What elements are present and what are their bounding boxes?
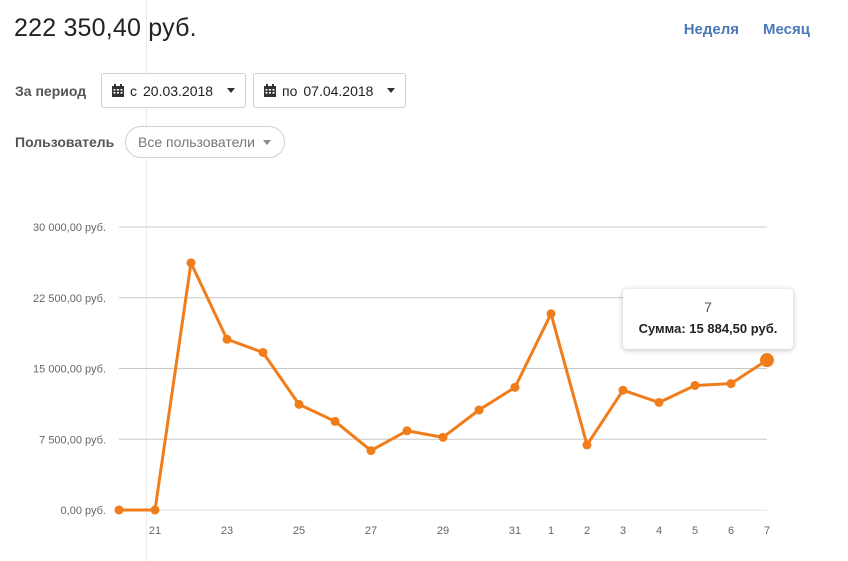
data-point[interactable] — [726, 379, 736, 389]
user-select-value: Все пользователи — [138, 134, 255, 150]
y-tick-label: 30 000,00 руб. — [33, 222, 106, 234]
from-date-value: 20.03.2018 — [143, 82, 214, 99]
y-tick-label: 0,00 руб. — [61, 505, 106, 517]
calendar-icon — [112, 84, 124, 97]
period-label: За период — [15, 83, 87, 99]
data-point[interactable] — [222, 334, 232, 344]
x-tick-label: 5 — [692, 525, 698, 537]
from-prefix: с — [130, 82, 137, 99]
to-date-value: 07.04.2018 — [303, 82, 374, 99]
data-point[interactable] — [654, 397, 664, 407]
x-tick-label: 25 — [293, 525, 305, 537]
user-label: Пользователь — [15, 134, 115, 150]
chevron-down-icon — [227, 88, 236, 93]
data-point[interactable] — [330, 416, 340, 426]
data-point[interactable] — [474, 405, 484, 415]
data-point[interactable] — [618, 385, 628, 395]
data-point[interactable] — [546, 309, 556, 319]
data-point[interactable] — [366, 446, 376, 456]
data-point-highlighted[interactable] — [760, 353, 774, 368]
y-tick-label: 15 000,00 руб. — [33, 364, 106, 376]
calendar-icon — [264, 84, 276, 97]
tooltip-title: 7 — [704, 299, 712, 315]
x-tick-label: 7 — [764, 525, 770, 537]
week-link[interactable]: Неделя — [683, 21, 740, 38]
data-point[interactable] — [582, 440, 592, 450]
x-tick-label: 6 — [728, 525, 734, 537]
data-point[interactable] — [690, 380, 700, 390]
y-tick-label: 22 500,00 руб. — [33, 293, 106, 305]
month-link[interactable]: Месяц — [763, 21, 810, 38]
x-tick-label: 2 — [584, 525, 590, 537]
chevron-down-icon — [387, 88, 396, 93]
x-tick-label: 27 — [365, 525, 377, 537]
data-point[interactable] — [294, 399, 304, 409]
y-tick-label: 7 500,00 руб. — [39, 434, 106, 446]
x-tick-label: 21 — [149, 525, 161, 537]
chevron-down-icon — [262, 139, 271, 145]
from-date-button[interactable]: с 20.03.2018 — [101, 73, 247, 108]
total-amount: 222 350,40 руб. — [14, 14, 197, 42]
data-point[interactable] — [258, 347, 268, 357]
x-tick-label: 3 — [620, 525, 626, 537]
x-tick-label: 4 — [656, 525, 662, 537]
x-tick-label: 29 — [437, 525, 449, 537]
user-select[interactable]: Все пользователи — [125, 126, 285, 158]
range-switcher: Неделя Месяц — [684, 21, 810, 38]
x-tick-label: 31 — [509, 525, 521, 537]
vertical-guide — [146, 0, 147, 561]
data-point[interactable] — [186, 258, 196, 268]
data-point[interactable] — [438, 432, 448, 442]
x-tick-label: 1 — [548, 525, 554, 537]
to-date-button[interactable]: по 07.04.2018 — [253, 73, 407, 108]
x-tick-label: 23 — [221, 525, 233, 537]
tooltip-value: Сумма: 15 884,50 руб. — [638, 321, 778, 336]
data-point[interactable] — [402, 426, 412, 436]
data-point[interactable] — [114, 505, 124, 515]
chart-tooltip: 7 Сумма: 15 884,50 руб. — [623, 289, 793, 349]
data-point[interactable] — [510, 382, 520, 392]
data-point[interactable] — [150, 505, 160, 515]
to-prefix: по — [282, 82, 298, 99]
